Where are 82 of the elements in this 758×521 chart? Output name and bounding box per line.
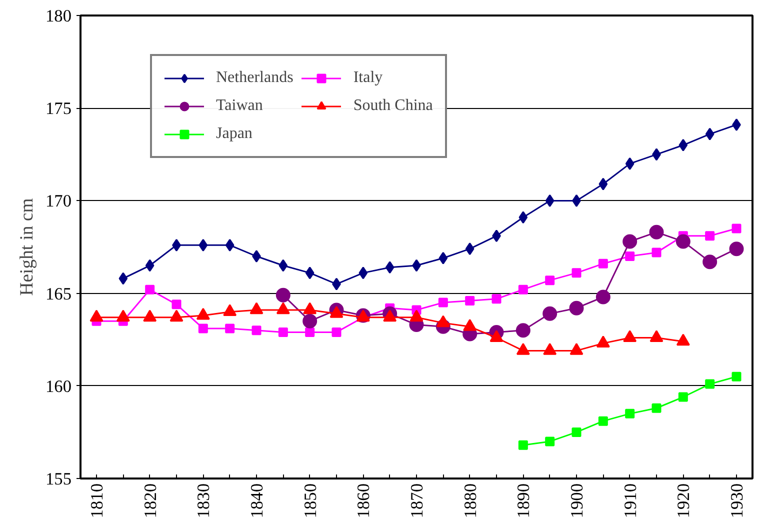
point bbox=[625, 252, 635, 262]
point bbox=[596, 290, 610, 304]
point bbox=[465, 242, 474, 256]
point bbox=[569, 300, 584, 316]
point bbox=[172, 300, 182, 310]
x-tick-label: 1860 bbox=[354, 484, 374, 518]
x-tick-label: 1820 bbox=[140, 484, 160, 518]
point bbox=[438, 252, 448, 264]
point bbox=[145, 259, 154, 272]
point bbox=[518, 284, 528, 294]
point bbox=[705, 379, 715, 389]
point bbox=[278, 327, 288, 337]
point bbox=[225, 324, 235, 334]
point bbox=[302, 314, 318, 328]
point bbox=[622, 234, 638, 249]
point bbox=[518, 440, 528, 450]
y-tick-label: 170 bbox=[46, 192, 72, 211]
point bbox=[542, 306, 558, 321]
point bbox=[732, 224, 742, 234]
point bbox=[676, 234, 690, 249]
point bbox=[678, 138, 688, 152]
point bbox=[118, 272, 128, 285]
x-tick-label: 1850 bbox=[300, 484, 320, 518]
point bbox=[545, 436, 555, 446]
y-axis-title: Height in cm bbox=[16, 198, 38, 296]
point bbox=[305, 266, 314, 280]
point bbox=[732, 372, 742, 382]
point bbox=[598, 416, 608, 426]
y-tick-label: 180 bbox=[46, 6, 72, 26]
point bbox=[625, 408, 635, 418]
point bbox=[545, 194, 554, 207]
point bbox=[572, 268, 582, 278]
point bbox=[358, 266, 368, 280]
point bbox=[198, 324, 208, 334]
point bbox=[705, 231, 715, 241]
point bbox=[516, 323, 530, 338]
point bbox=[652, 248, 662, 258]
point bbox=[438, 298, 448, 308]
y-tick-label: 175 bbox=[46, 99, 72, 118]
y-tick-label: 165 bbox=[46, 284, 72, 304]
point bbox=[332, 327, 342, 337]
point bbox=[625, 157, 634, 170]
point bbox=[678, 392, 688, 402]
point bbox=[198, 238, 208, 252]
legend-label: Taiwan bbox=[216, 97, 264, 115]
x-tick-label: 1900 bbox=[568, 484, 586, 518]
point bbox=[145, 284, 155, 294]
point bbox=[385, 261, 394, 274]
point bbox=[705, 128, 714, 140]
point bbox=[702, 254, 718, 270]
point bbox=[518, 211, 528, 224]
point bbox=[649, 224, 664, 240]
point bbox=[252, 326, 262, 336]
x-tick-label: 1880 bbox=[460, 484, 480, 518]
point bbox=[465, 296, 475, 306]
point bbox=[572, 427, 582, 437]
x-tick-label: 1810 bbox=[88, 484, 106, 518]
x-tick-label: 1840 bbox=[248, 484, 266, 518]
point bbox=[652, 403, 662, 413]
x-tick-label: 1920 bbox=[674, 484, 694, 518]
point bbox=[225, 238, 234, 252]
point bbox=[729, 242, 744, 256]
x-tick-label: 1930 bbox=[728, 484, 746, 518]
point bbox=[545, 276, 555, 286]
point bbox=[596, 336, 610, 348]
x-tick-label: 1910 bbox=[620, 484, 640, 518]
point bbox=[598, 258, 608, 268]
point bbox=[278, 259, 288, 272]
point bbox=[492, 294, 502, 304]
legend-label: South China bbox=[353, 97, 433, 115]
x-tick-label: 1890 bbox=[514, 484, 534, 518]
legend-label: Netherlands bbox=[216, 69, 294, 87]
point bbox=[223, 304, 237, 316]
x-tick-label: 1870 bbox=[408, 484, 426, 518]
x-tick-label: 1830 bbox=[194, 484, 214, 518]
legend-label: Japan bbox=[216, 125, 254, 143]
point bbox=[276, 288, 290, 302]
point bbox=[598, 178, 608, 190]
legend-label: Italy bbox=[353, 69, 384, 87]
point bbox=[305, 327, 315, 337]
y-tick-label: 160 bbox=[46, 376, 72, 396]
y-tick-label: 155 bbox=[46, 470, 72, 488]
